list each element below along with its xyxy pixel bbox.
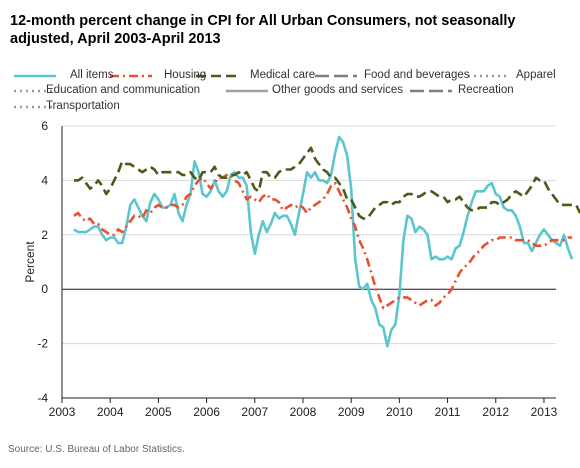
- x-tick-label: 2011: [435, 405, 461, 419]
- x-tick-label: 2012: [482, 405, 509, 419]
- series-line-medical-care: [74, 146, 580, 220]
- y-tick-label: 0: [41, 282, 48, 296]
- chart-title: 12-month percent change in CPI for All U…: [10, 13, 516, 47]
- x-tick-label: 2009: [338, 405, 365, 419]
- y-axis-title: Percent: [23, 241, 37, 283]
- y-tick-label: 6: [41, 119, 48, 133]
- series-line-housing: [73, 173, 573, 310]
- axes: -4 -2 0 2 4 6 2003 2004 2005 2006 2007 2008 2009 2010…: [37, 119, 557, 419]
- y-tick-label: -4: [37, 391, 48, 405]
- x-tick-label: 2004: [97, 405, 124, 419]
- y-tick-label: -2: [37, 337, 48, 351]
- x-tick-label: 2013: [531, 405, 558, 419]
- source-note: Source: U.S. Bureau of Labor Statistics.: [8, 444, 185, 455]
- grid: [62, 125, 556, 399]
- y-tick-label: 4: [41, 173, 48, 187]
- chart-plot: -4 -2 0 2 4 6 2003 2004 2005 2006 2007 2008 2009 2010…: [23, 119, 580, 419]
- x-tick-label: 2007: [241, 405, 268, 419]
- x-tick-label: 2005: [145, 405, 172, 419]
- x-tick-label: 2006: [193, 405, 220, 419]
- y-tick-label: 2: [41, 228, 48, 242]
- series-line-all-items: [73, 135, 574, 348]
- x-tick-label: 2003: [49, 405, 76, 419]
- series-lines: [73, 135, 580, 348]
- x-tick-label: 2008: [290, 405, 317, 419]
- x-tick-label: 2010: [386, 405, 413, 419]
